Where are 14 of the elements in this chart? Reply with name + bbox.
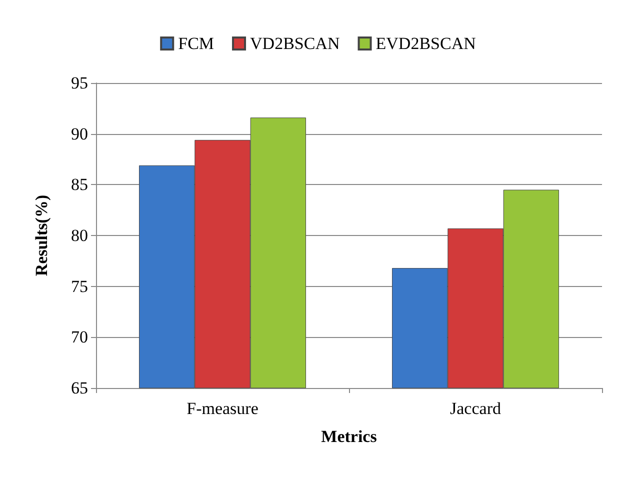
x-tick-label: Jaccard — [450, 399, 502, 418]
y-tick-label: 65 — [71, 378, 88, 398]
y-axis-title: Results(%) — [32, 194, 51, 276]
legend-label: EVD2BSCAN — [376, 34, 476, 53]
y-tick-label: 80 — [71, 226, 88, 245]
legend-label: VD2BSCAN — [250, 34, 340, 53]
x-tick-label: F-measure — [186, 399, 258, 418]
y-tick-label: 70 — [71, 328, 88, 347]
y-tick-label: 95 — [71, 74, 88, 92]
x-axis-title: Metrics — [321, 427, 378, 446]
y-tick-label: 90 — [71, 124, 88, 144]
y-tick-label: 75 — [71, 276, 88, 296]
y-tick-label: 85 — [71, 175, 88, 194]
legend-label: FCM — [178, 34, 214, 53]
